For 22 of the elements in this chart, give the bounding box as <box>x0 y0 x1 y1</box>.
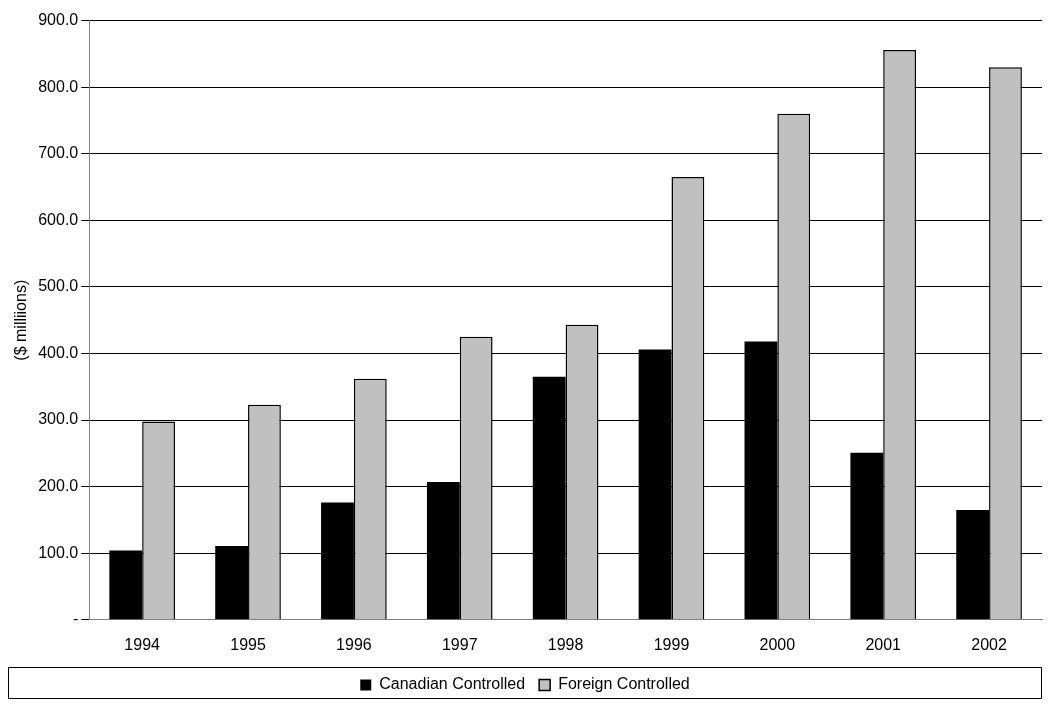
x-tick-label: 1998 <box>547 635 584 653</box>
x-tick-label: 1997 <box>441 635 478 653</box>
x-tick-label: 1994 <box>124 635 161 653</box>
y-tick-label: - <box>72 610 79 628</box>
y-tick-label: 900.0 <box>38 11 79 29</box>
x-tick-label: 1995 <box>230 635 266 653</box>
y-tick-label: 700.0 <box>38 144 79 162</box>
y-tick-label: 600.0 <box>38 210 79 228</box>
y-tick-label: 200.0 <box>38 477 79 495</box>
y-axis-title: ($ milliions) <box>12 279 30 361</box>
x-tick-label: 2001 <box>865 635 902 653</box>
x-tick-label: 1996 <box>336 635 372 653</box>
legend-label: Foreign Controlled <box>558 675 690 693</box>
x-tick-label: 2000 <box>759 635 796 653</box>
legend-label: Canadian Controlled <box>379 675 526 693</box>
x-tick-label: 2002 <box>971 635 1007 653</box>
y-tick-label: 500.0 <box>38 277 79 295</box>
y-tick-label: 800.0 <box>38 77 79 95</box>
x-tick-label: 1999 <box>653 635 690 653</box>
y-tick-label: 300.0 <box>38 410 79 428</box>
y-tick-label: 100.0 <box>38 543 79 561</box>
y-tick-label: 400.0 <box>38 343 79 361</box>
